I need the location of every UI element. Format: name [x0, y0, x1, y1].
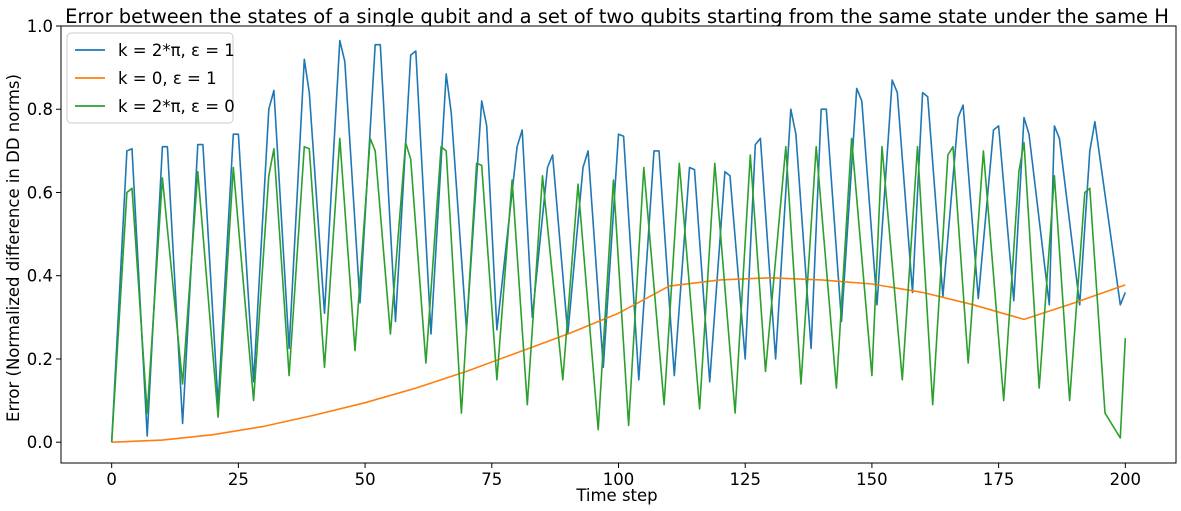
x-tick-label: 150	[856, 470, 888, 489]
x-tick-label: 0	[106, 470, 117, 489]
x-axis-label: Time step	[575, 486, 657, 505]
chart-title: Error between the states of a single qub…	[65, 5, 1169, 28]
series-line-0	[110, 39, 1127, 443]
x-tick-label: 200	[1110, 470, 1142, 489]
legend-label-0: k = 2*π, ε = 1	[118, 41, 235, 60]
x-tick-label: 100	[603, 470, 635, 489]
x-tick-label: 125	[729, 470, 761, 489]
y-tick-label: 0.6	[27, 183, 53, 202]
legend-label-2: k = 2*π, ε = 0	[118, 97, 235, 116]
y-axis-ticks: 0.0 0.2 0.4 0.6 0.8 1.0	[27, 17, 61, 452]
legend-box	[66, 32, 234, 124]
legend-label-1: k = 0, ε = 1	[118, 69, 217, 88]
legend: k = 2*π, ε = 1 k = 0, ε = 1 k = 2*π, ε =…	[66, 32, 235, 124]
series-line-1	[111, 277, 1126, 443]
x-tick-label: 25	[228, 470, 249, 489]
plot-area	[60, 25, 1177, 464]
x-tick-label: 75	[481, 470, 502, 489]
plot-lines	[110, 39, 1127, 443]
x-axis-ticks: 0 25 50 75 100 125 150 175 200	[106, 463, 1141, 489]
y-tick-label: 0.2	[27, 350, 53, 369]
y-tick-label: 1.0	[27, 17, 53, 36]
series-line-2	[110, 137, 1127, 443]
y-tick-label: 0.4	[27, 267, 53, 286]
x-tick-label: 50	[355, 470, 376, 489]
y-axis-label: Error (Normalized difference in DD norms…	[4, 74, 23, 422]
y-tick-label: 0.0	[27, 433, 53, 452]
x-tick-label: 175	[983, 470, 1015, 489]
y-tick-label: 0.8	[27, 100, 53, 119]
